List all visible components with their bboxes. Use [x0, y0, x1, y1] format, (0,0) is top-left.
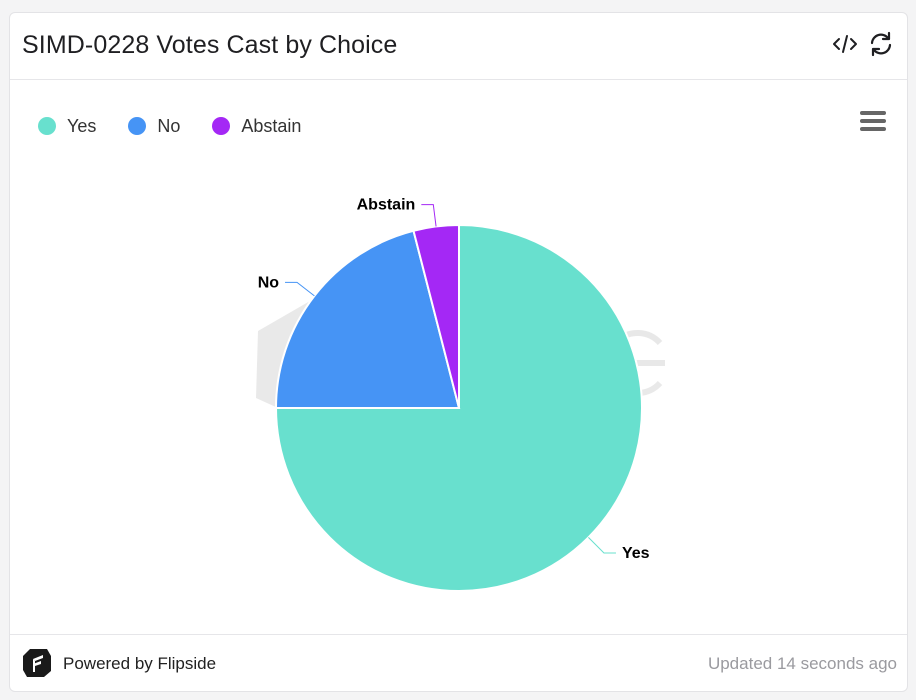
pie-slice-abstain[interactable] [412, 223, 460, 409]
legend-label-yes: Yes [67, 115, 97, 136]
hamburger-menu-icon[interactable] [860, 111, 888, 137]
chart-title: SIMD-0228 Votes Cast by Choice [22, 31, 398, 59]
code-icon[interactable] [832, 31, 858, 57]
chart-legend: Yes No Abstain [38, 114, 333, 138]
legend-item-no[interactable]: No [128, 116, 180, 137]
label-connector-no [285, 281, 315, 297]
pie-chart: Yes No Abstain [256, 197, 665, 592]
label-connector-abstain [421, 204, 437, 227]
card-header: SIMD-0228 Votes Cast by Choice [10, 13, 907, 80]
powered-by-text[interactable]: Powered by Flipside [63, 654, 217, 673]
label-connector-yes [588, 537, 616, 554]
legend-dot-yes [38, 117, 56, 135]
legend-item-abstain[interactable]: Abstain [212, 116, 301, 137]
legend-item-yes[interactable]: Yes [38, 116, 96, 137]
slice-label-abstain: Abstain [357, 197, 416, 214]
flipside-logo-icon[interactable] [21, 647, 53, 679]
legend-label-abstain: Abstain [241, 115, 302, 136]
updated-timestamp: Updated 14 seconds ago [707, 654, 897, 673]
slice-label-yes: Yes [622, 545, 650, 562]
card-footer: Powered by Flipside Updated 14 seconds a… [10, 634, 907, 691]
refresh-icon[interactable] [868, 31, 894, 57]
chart-card: SIMD-0228 Votes Cast by Choice Yes No [9, 12, 908, 692]
legend-label-no: No [157, 115, 181, 136]
legend-dot-no [128, 117, 147, 135]
pie-slice-yes[interactable] [274, 223, 643, 592]
slice-label-no: No [258, 274, 280, 291]
legend-dot-abstain [212, 117, 231, 135]
